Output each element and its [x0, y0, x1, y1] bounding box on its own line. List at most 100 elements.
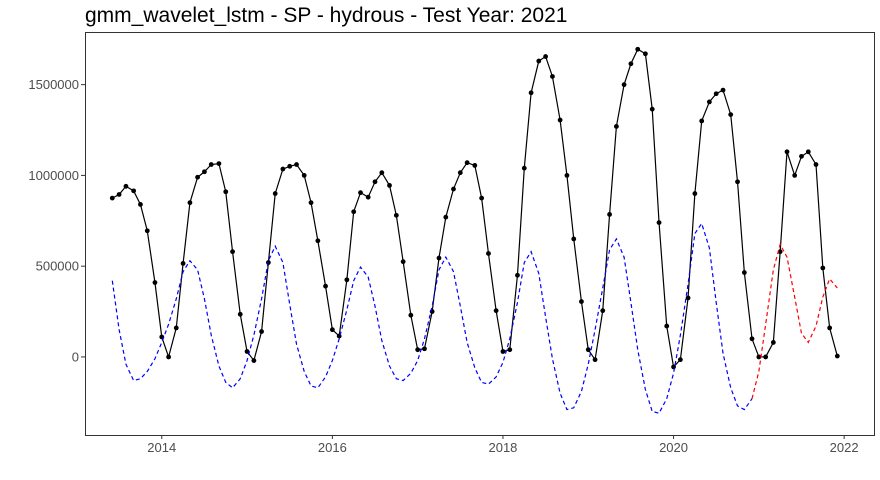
- axis-layer: 0 500000 1000000 1500000 2014 2016 2018 2020 202…: [28, 77, 858, 455]
- data-point: [166, 354, 171, 360]
- data-point: [138, 202, 143, 207]
- y-tick-label: 500000: [36, 259, 79, 274]
- data-point: [592, 357, 598, 363]
- data-point: [749, 336, 755, 342]
- x-tick-label: 2014: [147, 440, 176, 455]
- data-point: [656, 220, 662, 226]
- data-point: [671, 364, 676, 370]
- data-point: [237, 311, 243, 317]
- data-point: [400, 259, 406, 265]
- data-point: [422, 346, 427, 352]
- data-point: [805, 149, 811, 155]
- data-point: [770, 340, 776, 345]
- data-point: [493, 308, 499, 314]
- data-point: [579, 299, 584, 304]
- data-point: [379, 170, 385, 176]
- data-point: [834, 353, 840, 359]
- data-point: [116, 192, 122, 197]
- data-point: [344, 277, 350, 283]
- data-point: [784, 149, 790, 155]
- data-point: [280, 166, 286, 172]
- data-point: [507, 347, 513, 353]
- data-point: [152, 280, 158, 285]
- data-point: [813, 162, 819, 167]
- data-point: [564, 173, 570, 178]
- data-point: [464, 160, 470, 166]
- data-point: [706, 99, 712, 105]
- data-point: [550, 74, 555, 79]
- data-point: [557, 117, 563, 123]
- data-point: [486, 251, 491, 256]
- series-line-1: [111, 222, 753, 414]
- data-point: [585, 347, 591, 353]
- data-point: [621, 82, 627, 88]
- y-tick-label: 0: [72, 349, 79, 364]
- data-point: [763, 354, 769, 360]
- data-point: [521, 165, 527, 171]
- data-point: [756, 354, 762, 360]
- series-line-0: [112, 48, 838, 369]
- data-point: [187, 200, 193, 206]
- x-tick-label: 2020: [659, 440, 688, 455]
- data-point: [131, 188, 137, 194]
- data-point: [735, 179, 740, 185]
- data-point: [315, 238, 321, 244]
- data-point: [408, 312, 414, 318]
- chart-title: gmm_wavelet_lstm - SP - hydrous - Test Y…: [85, 4, 567, 27]
- data-point: [230, 249, 235, 255]
- plot-panel-border: [85, 32, 875, 436]
- data-point: [799, 153, 804, 159]
- data-point: [123, 183, 129, 189]
- data-point: [515, 272, 520, 278]
- data-point: [692, 191, 698, 196]
- data-point: [741, 270, 747, 275]
- data-point: [244, 349, 250, 354]
- data-point: [358, 190, 363, 196]
- data-point: [180, 261, 186, 266]
- data-point: [272, 191, 278, 196]
- data-point: [536, 58, 542, 64]
- data-point: [820, 265, 826, 271]
- series-line-2: [751, 242, 838, 399]
- data-point: [109, 195, 115, 201]
- data-point: [472, 163, 478, 168]
- data-point: [208, 162, 214, 167]
- data-point: [287, 163, 293, 169]
- series-layer: [109, 46, 840, 414]
- data-point: [457, 170, 463, 176]
- data-point: [329, 327, 335, 333]
- data-point: [649, 106, 655, 112]
- data-point: [479, 195, 485, 201]
- data-point: [643, 51, 648, 57]
- data-point: [195, 174, 200, 180]
- data-point: [614, 124, 619, 129]
- data-point: [301, 173, 307, 178]
- data-point: [308, 200, 314, 206]
- data-point: [415, 347, 421, 353]
- data-point: [259, 329, 264, 334]
- data-point: [720, 87, 726, 93]
- data-point: [543, 54, 549, 59]
- data-point: [365, 194, 371, 200]
- data-point: [528, 90, 534, 96]
- data-point: [628, 61, 634, 67]
- x-tick-label: 2016: [318, 440, 347, 455]
- data-point: [323, 283, 328, 289]
- data-point: [294, 162, 299, 167]
- data-point: [571, 236, 577, 242]
- data-point: [393, 212, 399, 218]
- data-point: [607, 212, 612, 217]
- data-point: [635, 46, 641, 52]
- data-point: [173, 325, 179, 331]
- data-point: [677, 357, 683, 363]
- x-tick-label: 2022: [830, 440, 859, 455]
- data-point: [144, 228, 150, 234]
- data-point: [699, 118, 705, 124]
- data-point: [372, 179, 378, 185]
- data-point: [351, 209, 357, 215]
- y-tick-label: 1000000: [28, 168, 79, 183]
- data-point: [728, 112, 734, 117]
- data-point: [443, 214, 449, 220]
- y-tick-label: 1500000: [28, 77, 79, 92]
